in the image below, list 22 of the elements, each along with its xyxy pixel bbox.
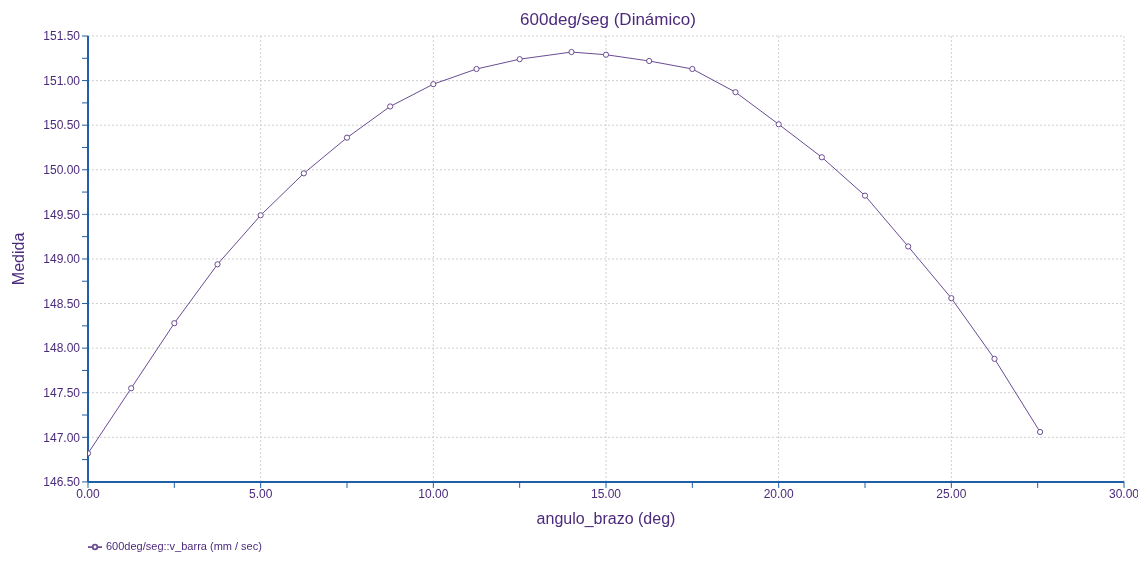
y-tick-label: 149.00 [43, 252, 81, 267]
chart-title: 600deg/seg (Dinámico) [519, 10, 697, 30]
x-tick-label: 30.00 [1108, 487, 1140, 502]
legend-label: 600deg/seg::v_barra (mm / sec) [106, 539, 262, 552]
y-tick-label: 149.50 [43, 207, 81, 222]
x-tick-label: 25.00 [936, 487, 967, 502]
x-tick-label: 5.00 [248, 487, 273, 502]
y-tick-label: 150.00 [43, 163, 81, 178]
y-tick-label: 148.50 [43, 296, 81, 311]
y-tick-label: 150.50 [43, 118, 81, 133]
x-tick-label: 10.00 [418, 487, 449, 502]
y-tick-label: 151.00 [43, 73, 81, 88]
y-tick-label: 147.00 [43, 430, 81, 445]
x-tick-label: 20.00 [763, 487, 795, 502]
y-tick-label: 151.50 [43, 29, 81, 44]
y-axis-title: Medida [9, 232, 27, 286]
y-tick-label: 148.00 [43, 341, 81, 356]
y-tick-label: 146.50 [43, 475, 81, 490]
y-tick-label: 147.50 [43, 385, 81, 400]
x-axis-title: angulo_brazo (deg) [536, 509, 676, 528]
x-tick-label: 15.00 [590, 487, 622, 502]
x-tick-label: 0.00 [76, 487, 100, 502]
